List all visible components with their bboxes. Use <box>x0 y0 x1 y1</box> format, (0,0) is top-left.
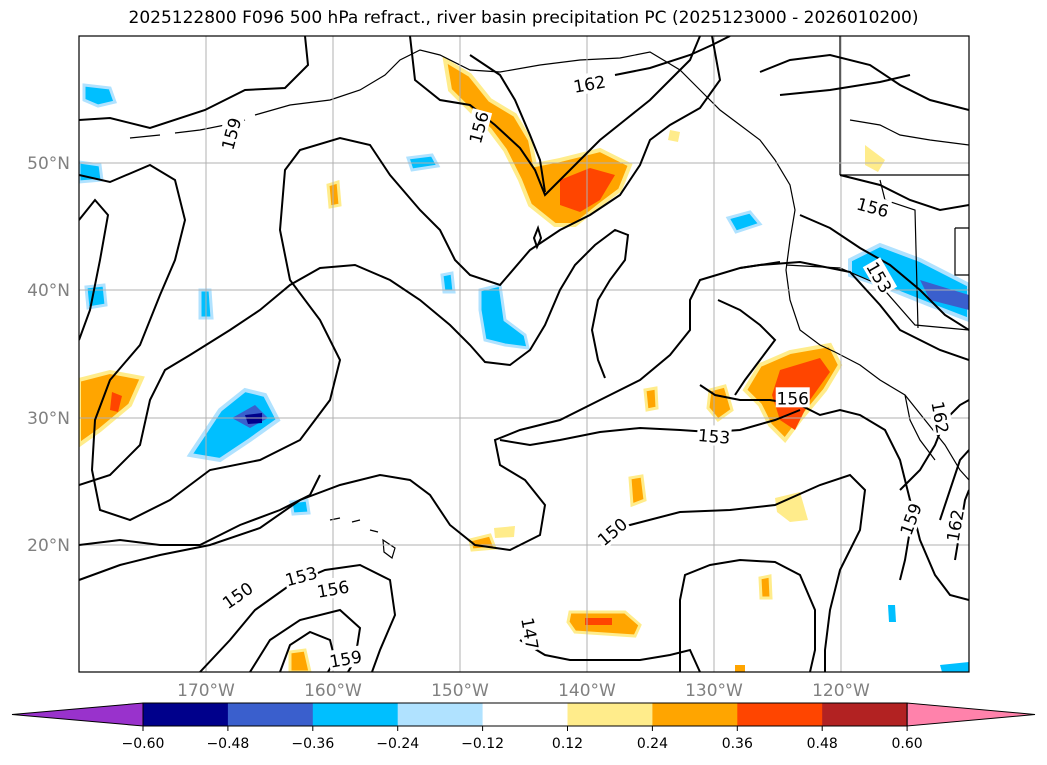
map-title: 2025122800 F096 500 hPa refract., river … <box>128 8 919 28</box>
map-frame <box>78 35 970 673</box>
contour-label-background <box>928 398 954 436</box>
contour-label: 162 <box>941 506 969 544</box>
lon-label-130w: 130°W <box>685 681 743 701</box>
coastlines <box>129 36 969 559</box>
colorbar-segment <box>822 703 908 726</box>
colorbar: −0.60 −0.48 −0.36 −0.24 −0.12 0.12 0.24 0.36 0.4… <box>11 702 1036 752</box>
longitude-labels: 170°W 160°W 150°W 140°W 130°W 120°W <box>177 681 870 701</box>
contour-label-background <box>281 561 321 590</box>
contour-label-background <box>518 614 544 652</box>
colorbar-tick-label: −0.60 <box>122 736 165 752</box>
colorbar-tick-label: 0.36 <box>722 736 753 752</box>
contour-label-background <box>894 499 926 539</box>
lat-label-40: 40°N <box>27 281 70 301</box>
lon-label-120w: 120°W <box>812 681 870 701</box>
latitude-labels: 50°N 40°N 30°N 20°N <box>27 154 70 556</box>
contour-label-background <box>941 506 968 544</box>
contour-label-background <box>217 576 257 613</box>
colorbar-tick-label: 0.24 <box>637 736 668 752</box>
lat-label-20: 20°N <box>27 536 70 556</box>
contour-label-text: 159 <box>328 647 363 672</box>
contour-label: 153 <box>696 424 732 449</box>
lon-label-160w: 160°W <box>304 681 362 701</box>
contour-label-background <box>216 114 245 153</box>
contour-label-background <box>570 70 608 96</box>
contour-label-background <box>592 512 632 550</box>
colorbar-tick-label: 0.48 <box>807 736 838 752</box>
colorbar-tick-label: −0.12 <box>461 736 504 752</box>
colorbar-tick-label: 0.12 <box>552 736 583 752</box>
contour-label-background <box>464 108 493 147</box>
lon-label-150w: 150°W <box>431 681 489 701</box>
contour-label: 159 <box>327 645 365 672</box>
colorbar-tick-label: −0.36 <box>291 736 334 752</box>
colorbar-segment <box>652 703 738 726</box>
colorbar-tick-label: −0.24 <box>376 736 419 752</box>
contour-label-background <box>327 645 365 671</box>
contour-label-background <box>696 424 732 447</box>
colorbar-segment <box>737 703 823 726</box>
contour-label: 156 <box>775 387 810 409</box>
colorbar-segment <box>312 703 399 726</box>
contour-label-text: 153 <box>697 426 731 449</box>
colorbar-tick-label: −0.48 <box>206 736 249 752</box>
lat-label-50: 50°N <box>27 154 70 174</box>
colorbar-extend-max <box>906 702 1036 727</box>
colorbar-segment <box>227 703 314 726</box>
colorbar-tick-label: 0.60 <box>892 736 923 752</box>
lon-label-140w: 140°W <box>558 681 616 701</box>
lat-label-30: 30°N <box>27 409 70 429</box>
contour-label-background <box>862 257 898 297</box>
contour-label-background <box>853 192 893 221</box>
contour-label-background <box>314 575 352 601</box>
colorbar-segment <box>567 703 653 726</box>
lon-label-170w: 170°W <box>177 681 235 701</box>
colorbar-segment <box>397 703 484 726</box>
colorbar-segment <box>482 703 568 726</box>
contour-label: 153 <box>281 561 321 591</box>
colorbar-segment <box>143 703 229 726</box>
contour-label-text: 156 <box>777 389 809 409</box>
contour-label-background <box>775 387 810 408</box>
colorbar-extend-min <box>11 702 144 727</box>
colorbar-frame <box>142 702 908 727</box>
